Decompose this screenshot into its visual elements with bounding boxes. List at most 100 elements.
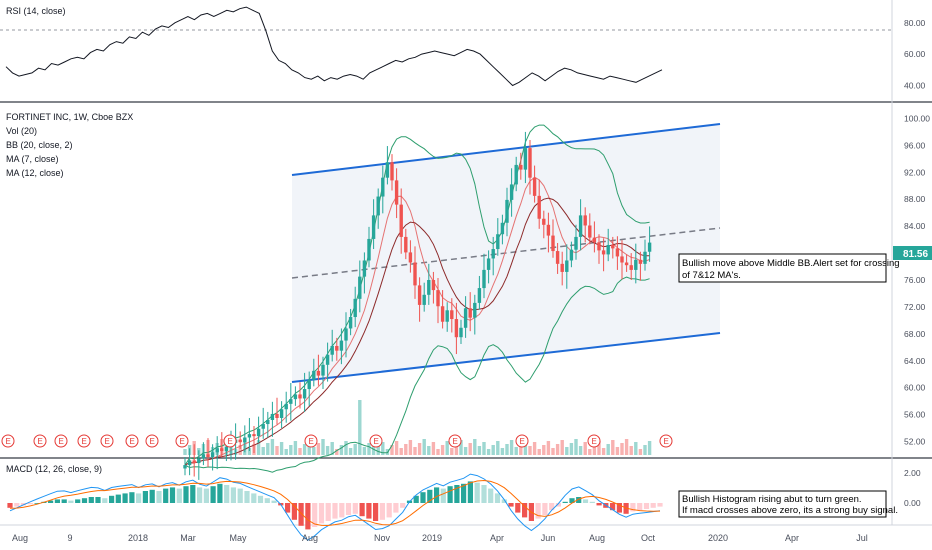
earnings-marker (100, 434, 114, 448)
earnings-marker-label: E (150, 437, 155, 446)
macd-tick-label: 0.00 (904, 498, 921, 508)
earnings-marker (33, 434, 47, 448)
volume-bar (454, 444, 459, 455)
volume-bar (496, 441, 500, 455)
macd-hist-bar (420, 492, 426, 503)
candle-body (348, 317, 353, 329)
volume-bar (316, 443, 321, 455)
candle-body (247, 434, 252, 438)
macd-hist-bar (366, 503, 372, 519)
macd-hist-bar (190, 485, 196, 503)
candle-body (482, 269, 486, 289)
earnings-marker-label: E (105, 437, 110, 446)
macd-hist-bar (14, 503, 20, 507)
volume-bar (555, 444, 560, 455)
macd-hist-bar (542, 503, 548, 515)
volume-bar (289, 445, 293, 455)
macd-hist-bar (27, 503, 33, 505)
indicator-bb[interactable]: BB (20, close, 2) (6, 140, 73, 150)
macd-hist-bar (596, 503, 602, 506)
candle-body (358, 276, 362, 299)
macd-hist-bar (115, 494, 121, 503)
price-tick-label: 88.00 (904, 194, 926, 204)
macd-hist-bar (589, 501, 595, 503)
indicator-vol[interactable]: Vol (20) (6, 126, 37, 136)
candle-body (500, 222, 505, 235)
indicator-ma12[interactable]: MA (12, close) (6, 168, 64, 178)
volume-bar (463, 447, 468, 455)
time-tick-label: Jul (856, 533, 868, 543)
candle-body (555, 251, 560, 264)
candle-body (321, 364, 325, 376)
earnings-marker (304, 434, 318, 448)
candle-body (560, 263, 564, 272)
earnings-marker (223, 434, 237, 448)
volume-bar (279, 442, 284, 455)
volume-bar (266, 443, 270, 455)
macd-hist-bar (312, 503, 318, 527)
price-tick-label: 84.00 (904, 221, 926, 231)
candle-body (367, 238, 371, 261)
volume-bar (367, 443, 371, 455)
volume-bar (532, 442, 537, 455)
annotation-box-macd[interactable] (678, 490, 887, 518)
macd-hist-bar (332, 503, 338, 519)
candle-body (335, 345, 339, 351)
macd-hist-bar (291, 503, 297, 520)
earnings-marker (145, 434, 159, 448)
candle-body (537, 195, 541, 219)
candle-body (371, 215, 376, 239)
macd-title[interactable]: MACD (12, 26, close, 9) (6, 464, 102, 474)
volume-bar (647, 441, 652, 455)
candle-body (270, 413, 275, 420)
candle-body (509, 184, 514, 200)
macd-hist-bar (183, 486, 189, 503)
volume-bar (546, 441, 551, 455)
candle-body (312, 370, 316, 380)
candle-body (505, 199, 509, 223)
macd-hist-bar (203, 488, 209, 503)
candle-body (629, 265, 633, 270)
candle-body (551, 235, 555, 252)
volume-bar (413, 447, 417, 455)
symbol-title[interactable]: FORTINET INC, 1W, Cboe BZX (6, 112, 133, 122)
earnings-marker-label: E (374, 437, 379, 446)
candle-body (588, 225, 592, 238)
volume-bar (468, 443, 472, 455)
earnings-marker-label: E (520, 437, 525, 446)
macd-hist-bar (650, 503, 656, 508)
volume-bar (569, 443, 574, 455)
candle-body (261, 424, 265, 429)
price-tick-label: 92.00 (904, 167, 926, 177)
macd-line (9, 473, 661, 541)
candle-body (519, 164, 523, 170)
macd-hist-bar (474, 482, 480, 503)
candle-body (266, 420, 270, 425)
volume-bar (643, 445, 647, 455)
candle-body (546, 224, 551, 236)
indicator-ma7[interactable]: MA (7, close) (6, 154, 59, 164)
candle-body (569, 249, 574, 261)
macd-hist-bar (488, 488, 494, 503)
candle-body (624, 262, 629, 266)
price-tick-label: 76.00 (904, 275, 926, 285)
macd-hist-bar (582, 499, 589, 503)
earnings-marker-label: E (309, 437, 314, 446)
volume-bar (321, 439, 325, 455)
candle-body (224, 446, 229, 451)
macd-hist-bar (637, 503, 643, 511)
volume-bar (578, 446, 583, 455)
earnings-marker (587, 434, 601, 448)
candle-body (459, 327, 463, 338)
earnings-marker-label: E (59, 437, 64, 446)
time-tick-label: May (229, 533, 247, 543)
volume-bar (588, 449, 592, 455)
macd-hist-bar (569, 498, 575, 503)
candle-body (542, 218, 546, 225)
annotation-box-price[interactable] (678, 253, 887, 283)
volume-bar (330, 442, 334, 455)
volume-bar (417, 443, 422, 455)
volume-bar (390, 445, 394, 455)
macd-hist-bar (224, 485, 230, 503)
